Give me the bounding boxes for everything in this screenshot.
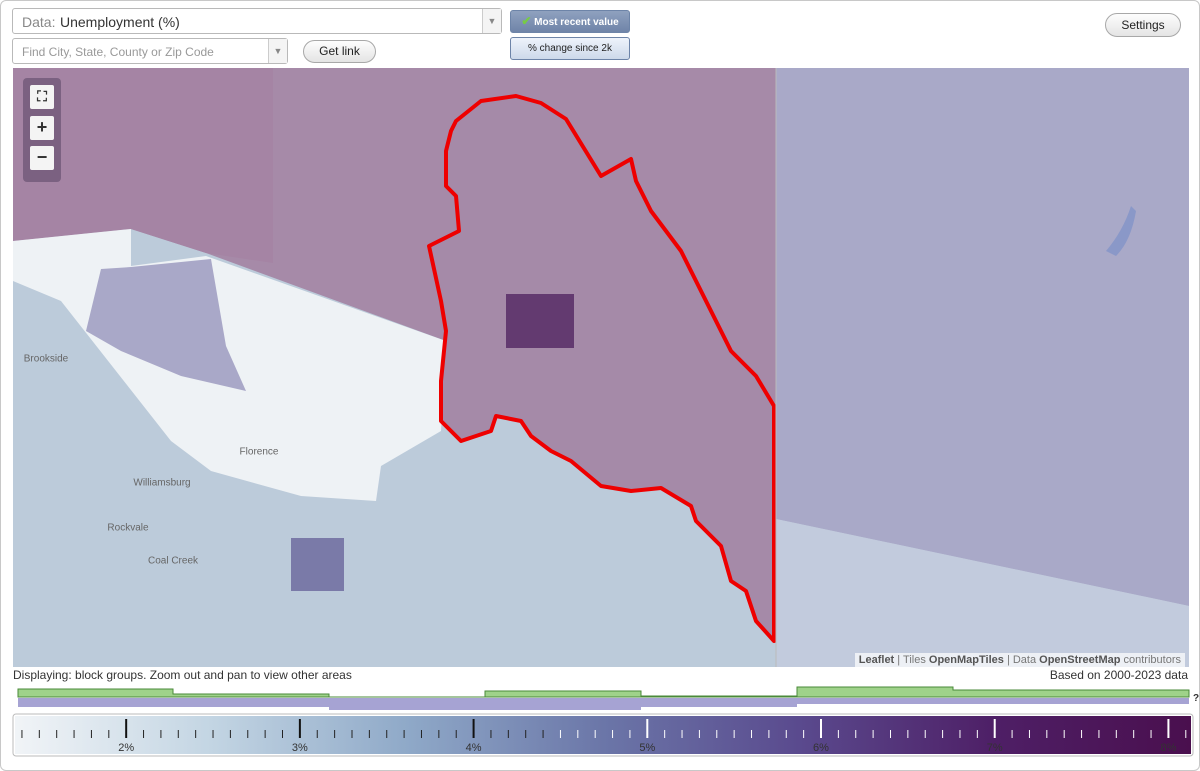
display-note: Displaying: block groups. Zoom out and p… (13, 668, 352, 682)
zoom-in-button[interactable]: + (30, 116, 54, 140)
legend-tick-label: 6% (813, 742, 829, 754)
data-label: Data: (22, 14, 56, 30)
legend-tick-label: 7% (987, 742, 1003, 754)
check-icon: ✔ (521, 14, 532, 28)
legend-tick-label: 5% (639, 742, 655, 754)
search-box[interactable]: Find City, State, County or Zip Code ▼ (12, 38, 288, 64)
legend-tick-label: 8% (1160, 742, 1176, 754)
fullscreen-button[interactable]: ⛶ (30, 85, 54, 109)
zoom-out-button[interactable]: − (30, 146, 54, 170)
selected-area[interactable] (427, 94, 776, 643)
mode-label: Most recent value (534, 17, 619, 28)
get-link-button[interactable]: Get link (303, 40, 376, 63)
zoom-control: ⛶ + − (23, 78, 61, 182)
data-select[interactable]: Data: Unemployment (%) ▼ (12, 8, 502, 34)
distribution-strip (18, 698, 1189, 710)
attribution-text: | Data (1006, 654, 1037, 666)
legend-tick-label: 4% (466, 742, 482, 754)
dropdown-arrow: ▼ (482, 9, 501, 33)
mode-button[interactable]: ✔ Most recent value (510, 10, 630, 33)
lake (1106, 206, 1136, 256)
legend: ? 2% 3% 4% 5% 6% 7% 8% (12, 686, 1199, 757)
region (13, 68, 273, 263)
legend-tick-label: 3% (292, 742, 308, 754)
place-label: Rockvale (107, 523, 149, 534)
attribution-link[interactable]: OpenMapTiles (928, 654, 1004, 666)
place-label: Williamsburg (133, 478, 190, 489)
attribution: Leaflet | Tiles OpenMapTiles | Data Open… (854, 653, 1185, 667)
place-label: Coal Creek (148, 556, 199, 567)
region (86, 259, 246, 391)
mode-button[interactable]: % change since 2k (510, 37, 630, 60)
data-value: Unemployment (%) (60, 14, 180, 30)
region (776, 68, 1189, 606)
attribution-link[interactable]: Leaflet (858, 654, 895, 666)
settings-button[interactable]: Settings (1105, 13, 1181, 37)
attribution-link[interactable]: OpenStreetMap (1039, 654, 1121, 666)
color-scale (15, 716, 1191, 754)
legend-tick-label: 2% (118, 742, 134, 754)
block-group (506, 294, 574, 348)
distribution-strip (17, 686, 1190, 698)
dropdown-arrow: ▼ (268, 39, 287, 63)
search-placeholder: Find City, State, County or Zip Code (22, 45, 214, 59)
legend-ticks: 2% 3% 4% 5% 6% 7% 8% (21, 719, 1187, 754)
place-labels: Brookside Florence Williamsburg Rockvale Coa… (24, 354, 279, 567)
attribution-text: contributors (1123, 654, 1181, 666)
map[interactable]: Brookside Florence Williamsburg Rockvale Coa… (13, 68, 1189, 667)
help-mark[interactable]: ? (1193, 693, 1199, 704)
block-group (291, 538, 344, 591)
attribution-text: | Tiles (897, 654, 926, 666)
map-canvas: Brookside Florence Williamsburg Rockvale Coa… (13, 68, 1189, 667)
place-label: Brookside (24, 354, 69, 365)
region (776, 519, 1189, 667)
data-range-note: Based on 2000-2023 data (1049, 668, 1188, 682)
place-label: Florence (240, 447, 279, 458)
